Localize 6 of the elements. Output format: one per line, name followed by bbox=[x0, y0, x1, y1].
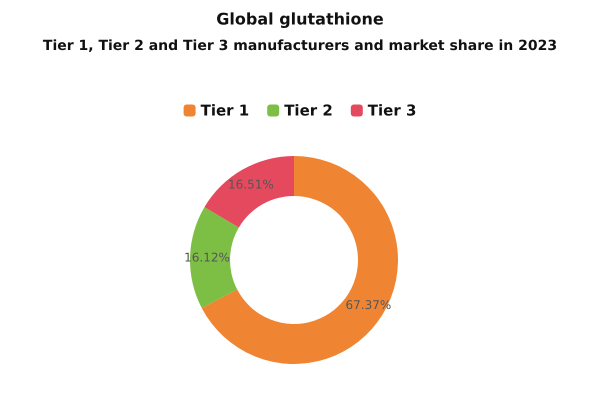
data-label: 16.51% bbox=[228, 177, 274, 192]
legend-label: Tier 1 bbox=[200, 102, 250, 120]
chart-title: Global glutathione bbox=[216, 10, 384, 28]
legend-label: Tier 2 bbox=[284, 102, 333, 120]
legend-label: Tier 3 bbox=[368, 102, 416, 120]
chart-subtitle: Tier 1, Tier 2 and Tier 3 manufacturers and market share in 2023 bbox=[42, 38, 558, 54]
